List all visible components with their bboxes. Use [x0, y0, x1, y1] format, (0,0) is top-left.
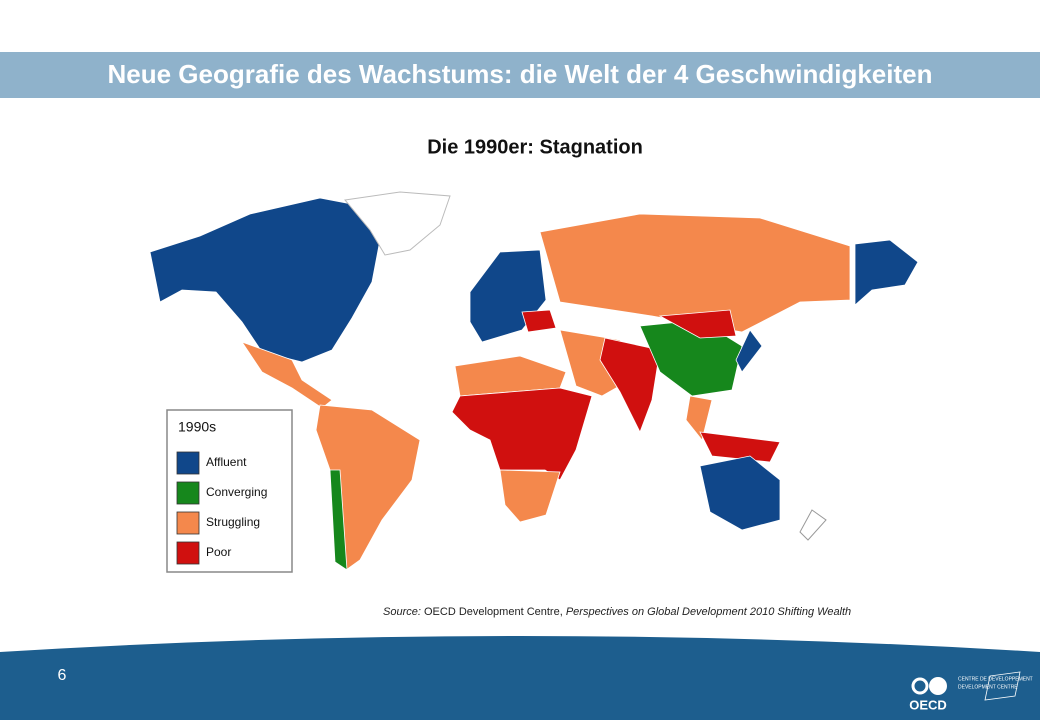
- africa: [451, 387, 593, 481]
- logo: OECD CENTRE DE DEVELOPPEMENT DEVELOPMENT…: [909, 671, 1033, 712]
- north-america: [149, 197, 381, 363]
- logo-dot: [929, 677, 947, 695]
- source-lead: Source:: [383, 606, 421, 618]
- world-map: [149, 191, 919, 571]
- ukraine: [521, 309, 557, 333]
- southern-africa: [499, 469, 561, 523]
- legend-swatch: [176, 511, 200, 535]
- australia: [699, 455, 781, 531]
- legend-label: Struggling: [206, 515, 260, 529]
- north-africa: [454, 355, 567, 397]
- russia: [539, 213, 851, 333]
- page-number: 6: [58, 667, 67, 684]
- footer-band: [0, 636, 1040, 720]
- slide-title: Neue Geografie des Wachstums: die Welt d…: [108, 59, 933, 89]
- southeast-asia: [685, 395, 713, 441]
- legend-swatch: [176, 451, 200, 475]
- central-america: [240, 341, 333, 409]
- legend: 1990s Affluent Converging Struggling Poor: [166, 409, 293, 573]
- greenland: [344, 191, 451, 256]
- indonesia: [699, 431, 781, 463]
- legend-swatch: [176, 541, 200, 565]
- map-title: Die 1990er: Stagnation: [427, 136, 643, 158]
- japan: [735, 329, 763, 373]
- mongolia: [658, 309, 737, 339]
- source-org: OECD Development Centre,: [424, 606, 563, 618]
- logo-ring: [911, 677, 929, 695]
- logo-en: DEVELOPMENT CENTRE: [958, 684, 1018, 690]
- title-bar: [0, 52, 1040, 98]
- logo-globe: [984, 671, 1021, 701]
- logo-fr: CENTRE DE DEVELOPPEMENT: [958, 676, 1033, 682]
- legend-title: 1990s: [178, 419, 216, 435]
- legend-label: Affluent: [206, 455, 247, 469]
- legend-swatch: [176, 481, 200, 505]
- source: Source: OECD Development Centre, Perspec…: [383, 606, 851, 618]
- chile: [329, 469, 348, 571]
- source-publication: Perspectives on Global Development 2010 …: [566, 606, 851, 618]
- logo-name: OECD: [909, 697, 947, 712]
- new-zealand: [799, 509, 827, 541]
- legend-label: Converging: [206, 485, 267, 499]
- alaska-east: [854, 239, 919, 306]
- legend-label: Poor: [206, 545, 231, 559]
